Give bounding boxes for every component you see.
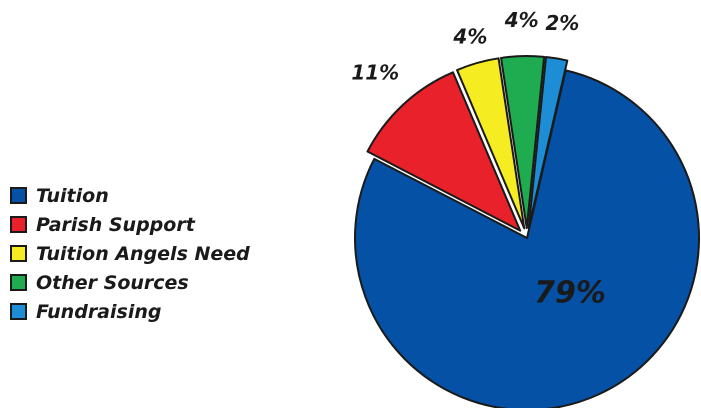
legend-swatch bbox=[10, 187, 27, 204]
pie-slice-tuition bbox=[354, 69, 700, 408]
pie-slice-parish-support bbox=[366, 71, 522, 232]
legend-swatch bbox=[10, 245, 27, 262]
pie-slice-other-sources bbox=[500, 55, 546, 230]
pie-label-fundraising: 2% bbox=[545, 11, 579, 35]
legend-item-other-sources: Other Sources bbox=[10, 268, 250, 297]
legend-label: Parish Support bbox=[36, 213, 195, 236]
legend-label: Other Sources bbox=[36, 271, 189, 294]
pie-label-tuition: 79% bbox=[534, 276, 606, 311]
pie-label-tuition-angels-need: 4% bbox=[452, 25, 487, 49]
pie-label-other-sources: 4% bbox=[504, 8, 539, 32]
pie-slice-fundraising bbox=[527, 56, 569, 230]
legend-item-tuition: Tuition bbox=[10, 181, 250, 210]
legend-swatch bbox=[10, 274, 27, 291]
legend-item-fundraising: Fundraising bbox=[10, 297, 250, 326]
legend-swatch bbox=[10, 303, 27, 320]
legend-item-tuition-angels-need: Tuition Angels Need bbox=[10, 239, 250, 268]
legend-label: Fundraising bbox=[36, 300, 162, 323]
pie-labels: 79%11%4%4% 2% bbox=[351, 8, 606, 310]
legend-label: Tuition Angels Need bbox=[36, 242, 250, 265]
legend-swatch bbox=[10, 216, 27, 233]
legend-label: Tuition bbox=[36, 184, 109, 207]
legend-item-parish-support: Parish Support bbox=[10, 210, 250, 239]
pie-label-parish-support: 11% bbox=[351, 61, 399, 85]
pie-slice-tuition-angels-need bbox=[456, 57, 526, 230]
legend: Tuition Parish Support Tuition Angels Ne… bbox=[10, 181, 250, 326]
pie-slices bbox=[354, 55, 700, 408]
